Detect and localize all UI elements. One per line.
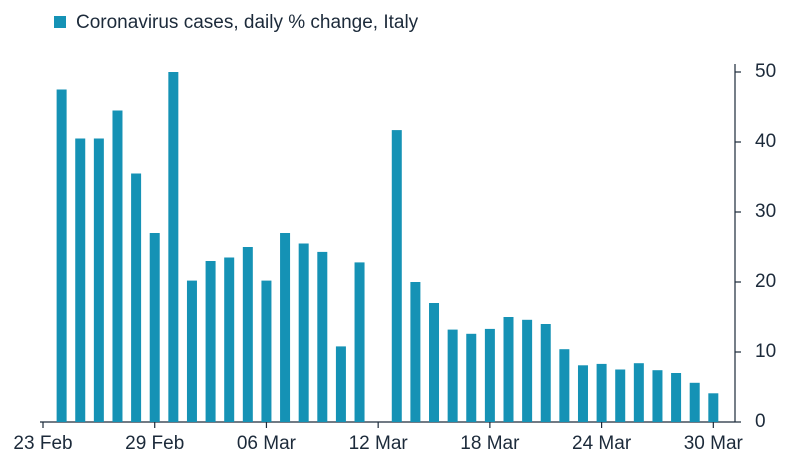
bar: [689, 382, 700, 422]
y-tick-label: 0: [755, 411, 766, 432]
bar: [708, 393, 719, 422]
bar: [224, 257, 235, 422]
bar: [652, 370, 663, 422]
y-tick-label: 30: [755, 201, 776, 222]
bar: [577, 365, 588, 422]
bar: [149, 233, 160, 422]
bar: [410, 282, 421, 422]
bar: [335, 346, 346, 422]
bar: [447, 329, 458, 422]
bar: [354, 262, 365, 422]
y-tick-label: 40: [755, 131, 776, 152]
bar: [131, 173, 142, 422]
legend-label: Coronavirus cases, daily % change, Italy: [76, 12, 419, 33]
x-tick-label: 12 Mar: [349, 433, 409, 454]
x-tick-label: 30 Mar: [684, 433, 744, 454]
bar: [615, 369, 626, 422]
x-tick-label: 23 Feb: [13, 433, 72, 454]
x-tick-label: 06 Mar: [237, 433, 297, 454]
bar: [391, 130, 402, 422]
bar: [93, 138, 104, 422]
bar: [522, 319, 533, 422]
bar: [540, 324, 551, 422]
bar: [633, 363, 644, 422]
bar: [671, 373, 682, 422]
bar: [298, 243, 309, 422]
bar: [75, 138, 86, 422]
bar: [112, 110, 123, 422]
bar: [429, 303, 440, 422]
bar: [205, 261, 216, 422]
x-tick-label: 24 Mar: [572, 433, 632, 454]
bar: [466, 333, 477, 422]
bar: [280, 233, 291, 422]
bar: [261, 280, 272, 422]
bar: [317, 251, 328, 422]
x-tick-label: 29 Feb: [125, 433, 184, 454]
bar: [56, 89, 67, 422]
bar: [168, 72, 179, 422]
bar: [503, 317, 514, 422]
y-tick-label: 20: [755, 271, 776, 292]
y-tick-label: 10: [755, 341, 776, 362]
x-tick-label: 18 Mar: [460, 433, 520, 454]
legend-swatch: [54, 16, 66, 28]
bar: [186, 280, 197, 422]
bar: [596, 363, 607, 422]
bar: [484, 328, 495, 422]
bar: [559, 349, 570, 422]
y-tick-label: 50: [755, 61, 776, 82]
bar: [242, 247, 253, 422]
